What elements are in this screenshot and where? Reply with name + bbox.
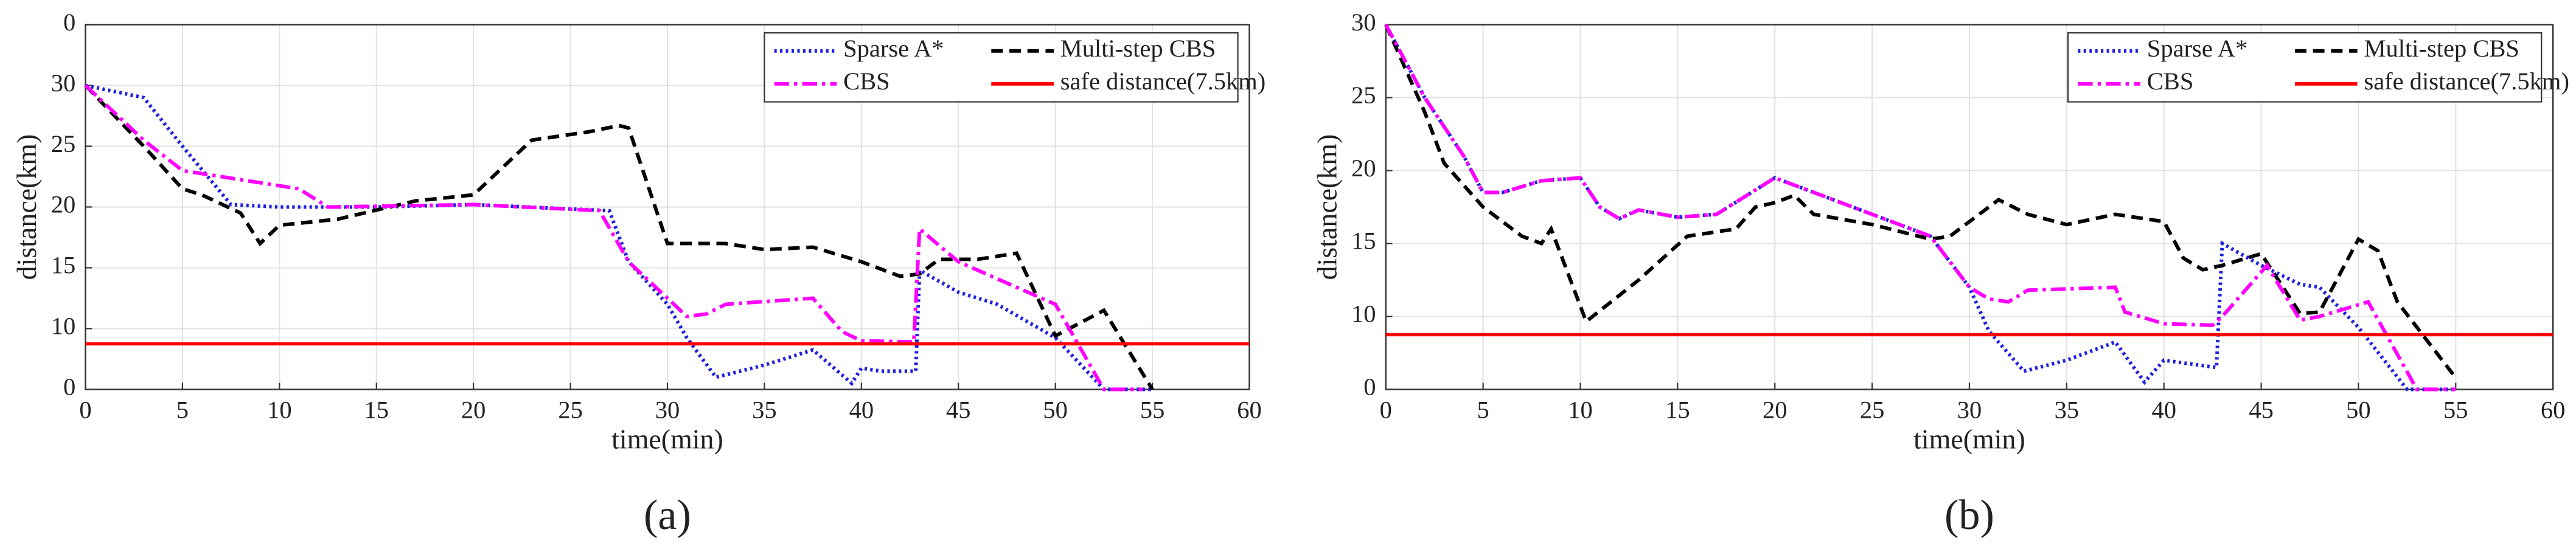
- y-tick-label: 10: [51, 313, 76, 340]
- y-axis-label: distance(km): [11, 134, 42, 280]
- y-tick-label: 25: [51, 130, 76, 157]
- x-tick-label: 20: [461, 396, 486, 424]
- y-tick-label: 0: [1363, 373, 1376, 401]
- series-line: [85, 83, 1153, 392]
- x-tick-label: 40: [849, 396, 874, 424]
- y-tick-label: 20: [1351, 154, 1376, 182]
- y-tick-label: 20: [51, 191, 76, 218]
- x-tick-label: 5: [1477, 396, 1489, 424]
- x-tick-label: 55: [2443, 396, 2468, 424]
- y-axis-label: distance(km): [1311, 134, 1342, 280]
- x-tick-label: 25: [558, 396, 583, 424]
- legend-label: Sparse A*: [2147, 35, 2247, 62]
- legend-label: CBS: [2147, 67, 2194, 95]
- x-tick-label: 30: [1957, 396, 1982, 424]
- x-axis-label: time(min): [1913, 423, 2025, 454]
- series-line: [84, 84, 1154, 390]
- legend-label: safe distance(7.5km): [2364, 67, 2569, 95]
- y-tick-label: 25: [1351, 81, 1376, 109]
- x-tick-label: 20: [1763, 396, 1788, 424]
- x-tick-label: 0: [1380, 396, 1392, 424]
- x-tick-label: 50: [1043, 396, 1068, 424]
- x-tick-label: 60: [2541, 396, 2566, 424]
- x-tick-label: 25: [1860, 396, 1885, 424]
- legend-label: Sparse A*: [843, 35, 944, 62]
- legend-label: Multi-step CBS: [2364, 35, 2519, 62]
- x-tick-label: 60: [1237, 396, 1262, 424]
- y-tick-label: 0: [63, 9, 75, 36]
- x-tick-label: 0: [79, 396, 91, 424]
- legend-box: [764, 32, 1239, 103]
- caption: (b): [1944, 491, 1994, 539]
- x-tick-label: 55: [1140, 396, 1165, 424]
- x-tick-label: 5: [176, 396, 189, 424]
- y-tick-label: 15: [51, 252, 76, 279]
- legend-label: safe distance(7.5km): [1060, 67, 1266, 95]
- x-tick-label: 30: [655, 396, 680, 424]
- axes-frame: [85, 24, 1250, 390]
- y-tick-label: 30: [1351, 9, 1376, 36]
- x-tick-label: 50: [2346, 396, 2371, 424]
- x-tick-label: 40: [2151, 396, 2176, 424]
- y-tick-label: 0: [63, 373, 75, 401]
- series-line: [1384, 24, 2456, 392]
- x-tick-label: 10: [267, 396, 292, 424]
- caption: (a): [644, 491, 691, 539]
- x-tick-label: 15: [1665, 396, 1690, 424]
- x-tick-label: 45: [946, 396, 971, 424]
- y-tick-label: 15: [1351, 227, 1376, 255]
- y-tick-label: 30: [51, 69, 76, 97]
- legend-label: CBS: [843, 67, 890, 95]
- axes-frame: [1385, 24, 2554, 390]
- series-line: [1384, 24, 2456, 392]
- x-tick-label: 10: [1568, 396, 1593, 424]
- x-tick-label: 35: [2055, 396, 2080, 424]
- y-tick-label: 10: [1351, 300, 1376, 328]
- x-tick-label: 35: [752, 396, 777, 424]
- legend-label: Multi-step CBS: [1060, 35, 1216, 62]
- x-tick-label: 45: [2249, 396, 2274, 424]
- series-line: [84, 84, 1143, 392]
- x-axis-label: time(min): [611, 423, 723, 454]
- series-line: [1384, 24, 2457, 379]
- x-tick-label: 15: [364, 396, 389, 424]
- legend-box: [2067, 32, 2543, 103]
